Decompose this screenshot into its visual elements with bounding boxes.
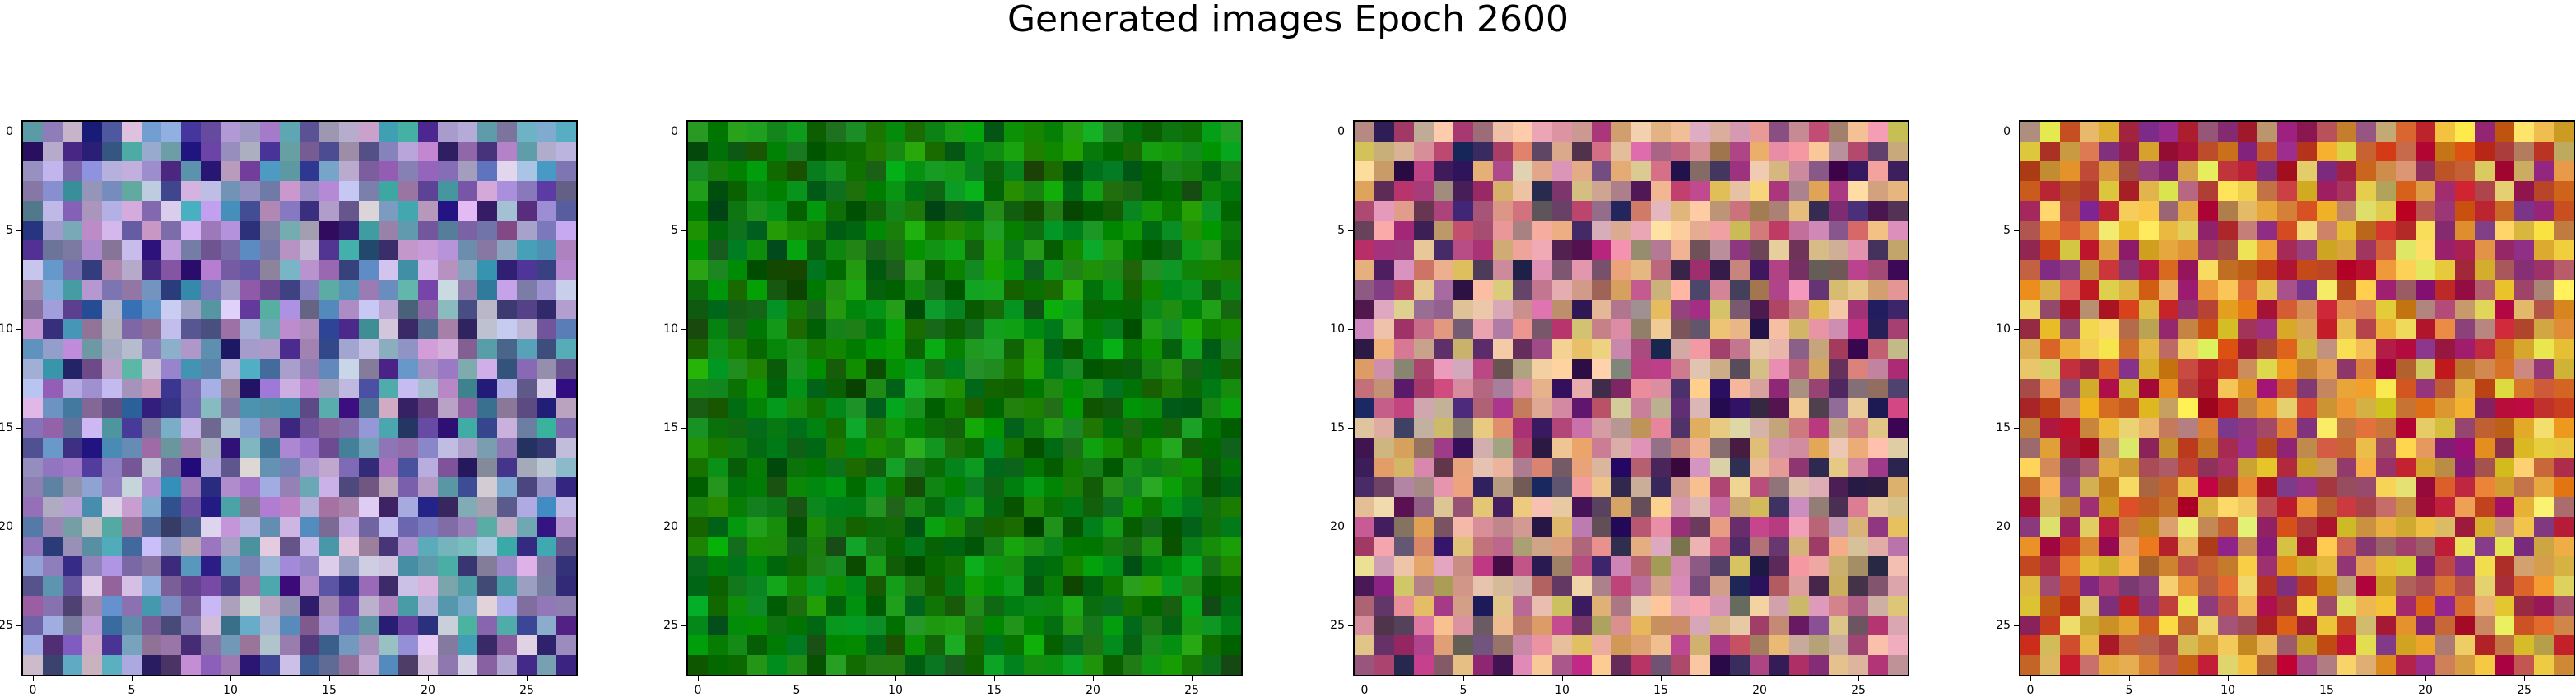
y-tick-mark <box>2014 428 2019 429</box>
y-tick-label: 15 <box>1996 421 2011 434</box>
y-tick-mark <box>1348 625 1353 626</box>
x-tick-label: 20 <box>2418 684 2433 697</box>
y-tick-label: 15 <box>663 421 678 434</box>
y-tick-label: 25 <box>0 619 13 632</box>
x-tick-label: 20 <box>421 684 435 697</box>
x-tick-label: 25 <box>1184 684 1199 697</box>
y-tick-mark <box>1348 428 1353 429</box>
x-tick-label: 25 <box>519 684 534 697</box>
x-tick-label: 15 <box>987 684 1002 697</box>
x-tick-label: 0 <box>2026 684 2034 697</box>
y-tick-label: 25 <box>1996 619 2011 632</box>
image-panel-2 <box>686 120 1243 676</box>
image-panel-1 <box>21 120 578 676</box>
y-tick-label: 5 <box>6 224 13 237</box>
x-tick-mark <box>994 676 995 681</box>
x-tick-mark <box>1858 676 1859 681</box>
x-tick-mark <box>230 676 231 681</box>
x-tick-label: 25 <box>2517 684 2532 697</box>
x-tick-label: 5 <box>128 684 136 697</box>
x-tick-label: 5 <box>793 684 801 697</box>
x-tick-mark <box>1661 676 1662 681</box>
y-tick-label: 10 <box>1996 323 2011 336</box>
y-tick-label: 25 <box>1330 619 1345 632</box>
y-tick-label: 20 <box>663 520 678 533</box>
y-tick-label: 20 <box>1330 520 1345 533</box>
y-tick-mark <box>2014 230 2019 231</box>
y-tick-mark <box>2014 329 2019 330</box>
x-tick-label: 10 <box>1555 684 1569 697</box>
x-tick-mark <box>1562 676 1563 681</box>
y-tick-label: 15 <box>1330 421 1345 434</box>
image-panel-3 <box>1353 120 1909 676</box>
x-tick-label: 10 <box>888 684 903 697</box>
x-tick-mark <box>132 676 133 681</box>
x-tick-mark <box>33 676 34 681</box>
generated-image-4 <box>2020 122 2574 675</box>
x-tick-mark <box>1463 676 1464 681</box>
x-tick-mark <box>2030 676 2031 681</box>
y-tick-label: 0 <box>671 125 678 138</box>
y-tick-label: 25 <box>663 619 678 632</box>
y-tick-label: 10 <box>663 323 678 336</box>
x-tick-mark <box>329 676 330 681</box>
y-tick-label: 0 <box>1337 125 1345 138</box>
y-tick-mark <box>16 625 21 626</box>
y-tick-mark <box>681 428 686 429</box>
generated-image-2 <box>688 122 1241 675</box>
x-tick-mark <box>2425 676 2426 681</box>
y-tick-label: 20 <box>1996 520 2011 533</box>
x-tick-label: 20 <box>1086 684 1100 697</box>
x-tick-mark <box>895 676 896 681</box>
x-tick-label: 10 <box>223 684 238 697</box>
x-tick-label: 0 <box>694 684 702 697</box>
y-tick-mark <box>681 230 686 231</box>
y-tick-label: 15 <box>0 421 13 434</box>
x-tick-mark <box>2129 676 2130 681</box>
y-tick-mark <box>1348 329 1353 330</box>
y-tick-mark <box>681 625 686 626</box>
x-tick-label: 5 <box>2125 684 2133 697</box>
x-tick-label: 0 <box>1360 684 1369 697</box>
x-tick-label: 15 <box>2319 684 2334 697</box>
y-tick-label: 10 <box>0 323 13 336</box>
x-tick-mark <box>698 676 699 681</box>
x-tick-mark <box>1192 676 1193 681</box>
y-tick-mark <box>16 230 21 231</box>
x-tick-label: 15 <box>1653 684 1668 697</box>
x-tick-mark <box>527 676 528 681</box>
y-tick-mark <box>16 329 21 330</box>
y-tick-mark <box>2014 625 2019 626</box>
y-tick-label: 5 <box>2003 224 2011 237</box>
y-tick-label: 10 <box>1330 323 1345 336</box>
x-tick-mark <box>1093 676 1094 681</box>
y-tick-mark <box>681 329 686 330</box>
y-tick-mark <box>16 428 21 429</box>
x-tick-label: 15 <box>322 684 337 697</box>
image-panel-4 <box>2019 120 2575 676</box>
x-tick-label: 10 <box>2220 684 2235 697</box>
x-tick-mark <box>2524 676 2525 681</box>
x-tick-mark <box>2228 676 2229 681</box>
x-tick-mark <box>428 676 429 681</box>
y-tick-label: 20 <box>0 520 13 533</box>
x-tick-label: 5 <box>1459 684 1467 697</box>
y-tick-label: 5 <box>1337 224 1345 237</box>
y-tick-label: 0 <box>2003 125 2011 138</box>
generated-image-1 <box>23 122 576 675</box>
x-tick-label: 0 <box>29 684 37 697</box>
y-tick-mark <box>1348 230 1353 231</box>
x-tick-label: 25 <box>1851 684 1866 697</box>
generated-image-3 <box>1355 122 1908 675</box>
x-tick-label: 20 <box>1752 684 1767 697</box>
y-tick-label: 5 <box>671 224 678 237</box>
figure-title: Generated images Epoch 2600 <box>1007 0 1569 40</box>
y-tick-label: 0 <box>6 125 13 138</box>
